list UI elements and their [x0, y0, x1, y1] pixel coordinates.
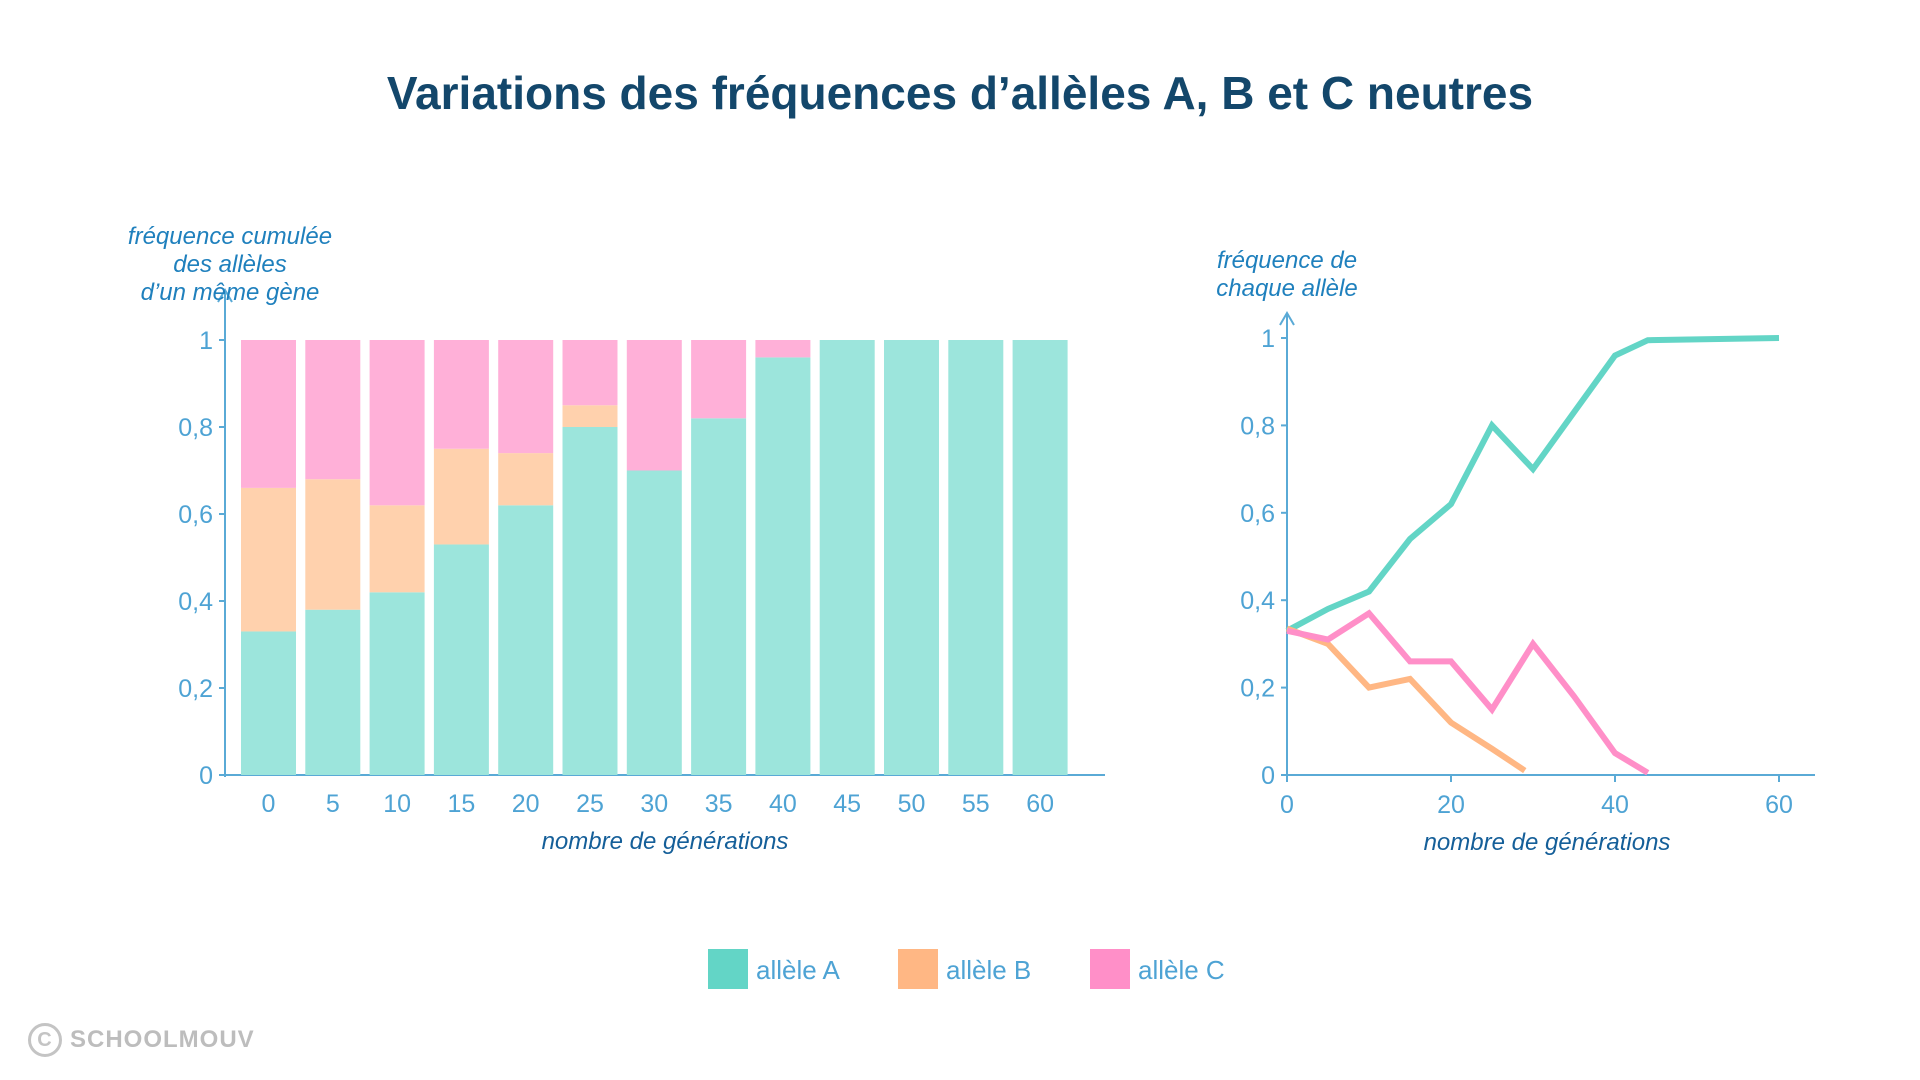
bar-segment — [691, 418, 747, 775]
line-y-tick-label: 0 — [1261, 762, 1275, 790]
line-y-axis-label: fréquence de — [1217, 247, 1357, 274]
line-x-tick-label: 40 — [1601, 791, 1629, 819]
bar-segment — [241, 631, 296, 775]
bar-x-tick-label: 40 — [769, 790, 797, 818]
bar-x-tick-label: 60 — [1026, 790, 1054, 818]
bar-segment — [1012, 340, 1068, 775]
line-x-tick-label: 0 — [1280, 791, 1294, 819]
legend-swatch — [898, 949, 938, 989]
bar-segment — [884, 340, 939, 775]
bar-segment — [305, 479, 361, 610]
bar-segment — [498, 453, 554, 506]
bar-x-tick-label: 15 — [447, 790, 475, 818]
bar-y-axis-label: d’un même gène — [141, 279, 320, 306]
bar-segment — [369, 592, 425, 775]
line-x-tick-label: 60 — [1765, 791, 1793, 819]
bar-x-tick-label: 0 — [262, 790, 276, 818]
series-line — [1286, 609, 1650, 776]
bar-x-axis-label: nombre de générations — [542, 828, 789, 855]
bar-segment — [755, 340, 811, 358]
bar-y-axis-label: des allèles — [173, 251, 286, 278]
bar-segment — [626, 340, 682, 471]
line-x-axis-label: nombre de générations — [1424, 829, 1671, 856]
bar-segment — [562, 427, 618, 775]
bar-segment — [948, 340, 1004, 775]
bar-segment — [562, 340, 618, 406]
bar-y-tick-label: 0,8 — [178, 414, 213, 442]
copyright-icon: C — [28, 1023, 62, 1057]
bar-x-tick-label: 25 — [576, 790, 604, 818]
series-line — [1285, 625, 1527, 774]
bar-segment — [498, 340, 554, 454]
line-y-tick-label: 0,4 — [1240, 587, 1275, 615]
bar-segment — [755, 357, 811, 775]
bar-segment — [626, 470, 682, 775]
bar-x-tick-label: 45 — [833, 790, 861, 818]
line-y-tick-label: 0,8 — [1240, 412, 1275, 440]
bar-y-axis-arrow-icon — [217, 288, 233, 303]
bar-y-tick-label: 0 — [199, 762, 213, 790]
bar-y-tick-label: 0,2 — [178, 675, 213, 703]
legend-label: allèle A — [756, 955, 840, 985]
bar-segment — [498, 505, 554, 775]
bar-x-tick-label: 5 — [326, 790, 340, 818]
bar-y-tick-label: 1 — [199, 327, 213, 355]
bar-x-tick-label: 50 — [898, 790, 926, 818]
bar-segment — [562, 405, 618, 427]
bar-x-tick-label: 10 — [383, 790, 411, 818]
bar-segment — [305, 340, 361, 480]
bar-x-tick-label: 20 — [512, 790, 540, 818]
bar-x-tick-label: 35 — [705, 790, 733, 818]
legend-swatch — [1090, 949, 1130, 989]
line-y-tick-label: 0,6 — [1240, 500, 1275, 528]
bar-y-tick-label: 0,4 — [178, 588, 213, 616]
bar-x-tick-label: 30 — [640, 790, 668, 818]
bar-segment — [305, 609, 361, 775]
schoolmouv-watermark: C SCHOOLMOUV — [28, 1023, 255, 1057]
bar-segment — [241, 487, 296, 632]
bar-segment — [691, 340, 747, 419]
bar-segment — [433, 340, 489, 449]
bar-segment — [819, 340, 875, 775]
bar-y-axis-label: fréquence cumulée — [128, 223, 332, 250]
line-y-tick-label: 1 — [1261, 325, 1275, 353]
series-line — [1285, 335, 1780, 634]
bar-x-tick-label: 55 — [962, 790, 990, 818]
chart-title: Variations des fréquences d’allèles A, B… — [386, 67, 1534, 119]
line-x-tick-label: 20 — [1437, 791, 1465, 819]
legend-swatch — [708, 949, 748, 989]
line-y-axis-label: chaque allèle — [1216, 275, 1357, 302]
legend: allèle A allèle B allèle C — [708, 949, 1225, 989]
legend-label: allèle B — [946, 955, 1031, 985]
bar-segment — [433, 448, 489, 545]
bar-segment — [241, 340, 296, 488]
bar-y-tick-label: 0,6 — [178, 501, 213, 529]
watermark-text: SCHOOLMOUV — [70, 1026, 255, 1053]
bar-segment — [433, 544, 489, 775]
line-y-axis-arrow-icon — [1279, 311, 1295, 326]
bar-segment — [369, 505, 425, 593]
line-y-tick-label: 0,2 — [1240, 675, 1275, 703]
bar-segment — [369, 340, 425, 506]
legend-label: allèle C — [1138, 955, 1225, 985]
